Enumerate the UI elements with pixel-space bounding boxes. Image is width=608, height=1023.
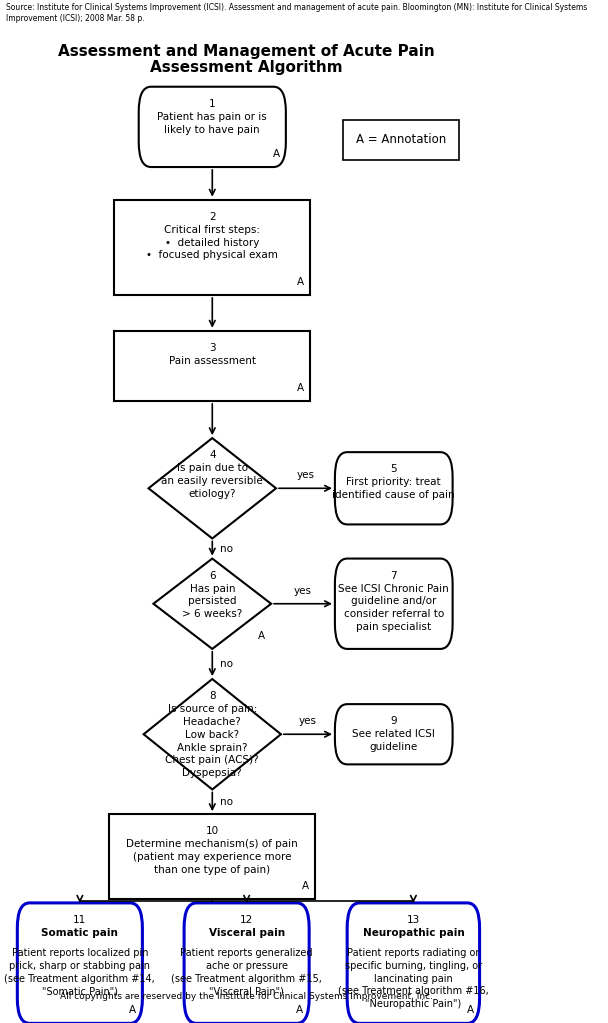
Text: All copyrights are reserved by the Institute for Clinical Systems Improvement, I: All copyrights are reserved by the Insti…: [60, 992, 433, 1002]
Text: Neuropathic pain: Neuropathic pain: [362, 928, 465, 938]
Text: A: A: [466, 1006, 474, 1016]
Bar: [344, 120, 459, 160]
Text: Critical first steps:
•  detailed history
•  focused physical exam: Critical first steps: • detailed history…: [147, 225, 278, 261]
Text: 13: 13: [407, 915, 420, 925]
Text: Patient has pain or is
likely to have pain: Patient has pain or is likely to have pa…: [157, 112, 267, 135]
Text: yes: yes: [299, 716, 317, 726]
Text: Is source of pain:
Headache?
Low back?
Ankle sprain?
Chest pain (ACS)?
Dyspepsia: Is source of pain: Headache? Low back? A…: [165, 704, 259, 779]
Text: 6: 6: [209, 571, 216, 581]
Text: A = Annotation: A = Annotation: [356, 133, 446, 146]
Text: Source: Institute for Clinical Systems Improvement (ICSI). Assessment and manage: Source: Institute for Clinical Systems I…: [6, 3, 587, 23]
Text: A: A: [258, 631, 265, 640]
FancyBboxPatch shape: [139, 87, 286, 167]
Text: 8: 8: [209, 692, 216, 701]
Text: Assessment Algorithm: Assessment Algorithm: [150, 59, 343, 75]
Text: 12: 12: [240, 915, 254, 925]
Bar: [114, 330, 310, 401]
Text: Has pain
persisted
> 6 weeks?: Has pain persisted > 6 weeks?: [182, 584, 243, 619]
FancyBboxPatch shape: [335, 559, 452, 649]
Text: Patient reports generalized
ache or pressure
(see Treatment algorithm #15,
"Visc: Patient reports generalized ache or pres…: [171, 948, 322, 996]
Text: 7: 7: [390, 571, 397, 581]
Text: 10: 10: [206, 827, 219, 836]
Text: 5: 5: [390, 464, 397, 475]
Text: See related ICSI
guideline: See related ICSI guideline: [352, 729, 435, 752]
Text: Patient reports localized pin
prick, sharp or stabbing pain
(see Treatment algor: Patient reports localized pin prick, sha…: [4, 948, 155, 996]
Text: 1: 1: [209, 99, 216, 108]
Text: 3: 3: [209, 343, 216, 353]
FancyBboxPatch shape: [335, 704, 452, 764]
Text: Determine mechanism(s) of pain
(patient may experience more
than one type of pai: Determine mechanism(s) of pain (patient …: [126, 839, 298, 875]
Text: 11: 11: [73, 915, 86, 925]
Text: A: A: [130, 1006, 137, 1016]
Text: A: A: [273, 149, 280, 159]
Text: Assessment and Management of Acute Pain: Assessment and Management of Acute Pain: [58, 44, 435, 58]
Text: A: A: [297, 277, 305, 287]
Text: A: A: [302, 882, 309, 891]
Text: 9: 9: [390, 716, 397, 726]
Text: 4: 4: [209, 450, 216, 460]
FancyBboxPatch shape: [18, 903, 142, 1023]
Text: no: no: [219, 543, 233, 553]
Bar: [109, 814, 316, 899]
Text: Pain assessment: Pain assessment: [169, 356, 256, 366]
Text: 2: 2: [209, 212, 216, 222]
Polygon shape: [148, 438, 276, 538]
FancyBboxPatch shape: [347, 903, 480, 1023]
FancyBboxPatch shape: [335, 452, 452, 525]
Text: Patient reports radiating or
specific burning, tingling, or
lancinating pain
(se: Patient reports radiating or specific bu…: [338, 948, 489, 1010]
Text: yes: yes: [297, 471, 314, 480]
FancyBboxPatch shape: [184, 903, 309, 1023]
Polygon shape: [143, 679, 281, 790]
Text: Is pain due to
an easily reversible
etiology?: Is pain due to an easily reversible etio…: [161, 463, 263, 499]
Text: A: A: [297, 383, 305, 393]
Text: no: no: [219, 659, 233, 669]
Polygon shape: [153, 559, 271, 649]
Text: First priority: treat
identified cause of pain: First priority: treat identified cause o…: [333, 478, 455, 500]
Text: A: A: [296, 1006, 303, 1016]
Text: Somatic pain: Somatic pain: [41, 928, 119, 938]
Bar: [114, 199, 310, 295]
Text: Visceral pain: Visceral pain: [209, 928, 285, 938]
Text: yes: yes: [294, 586, 312, 595]
Text: See ICSI Chronic Pain
guideline and/or
consider referral to
pain specialist: See ICSI Chronic Pain guideline and/or c…: [339, 584, 449, 632]
Text: no: no: [219, 797, 233, 807]
